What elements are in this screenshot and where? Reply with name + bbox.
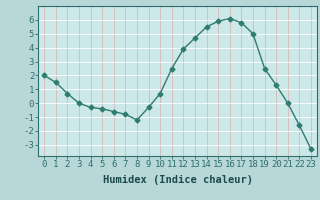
X-axis label: Humidex (Indice chaleur): Humidex (Indice chaleur) <box>103 175 252 185</box>
